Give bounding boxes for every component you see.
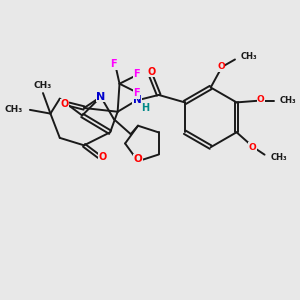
Text: CH₃: CH₃ — [34, 81, 52, 90]
Text: O: O — [147, 67, 155, 76]
Text: O: O — [60, 99, 69, 109]
Text: CH₃: CH₃ — [241, 52, 257, 61]
Text: N: N — [133, 94, 142, 105]
Text: H: H — [142, 103, 150, 113]
Text: N: N — [96, 92, 106, 102]
Text: F: F — [111, 59, 117, 69]
Text: O: O — [134, 154, 142, 164]
Text: O: O — [249, 143, 256, 152]
Text: CH₃: CH₃ — [4, 105, 22, 114]
Text: F: F — [133, 88, 140, 98]
Text: O: O — [257, 95, 265, 104]
Text: F: F — [133, 69, 140, 80]
Text: CH₃: CH₃ — [280, 96, 296, 105]
Text: CH₃: CH₃ — [270, 153, 287, 162]
Text: O: O — [99, 152, 107, 161]
Text: O: O — [217, 62, 225, 71]
